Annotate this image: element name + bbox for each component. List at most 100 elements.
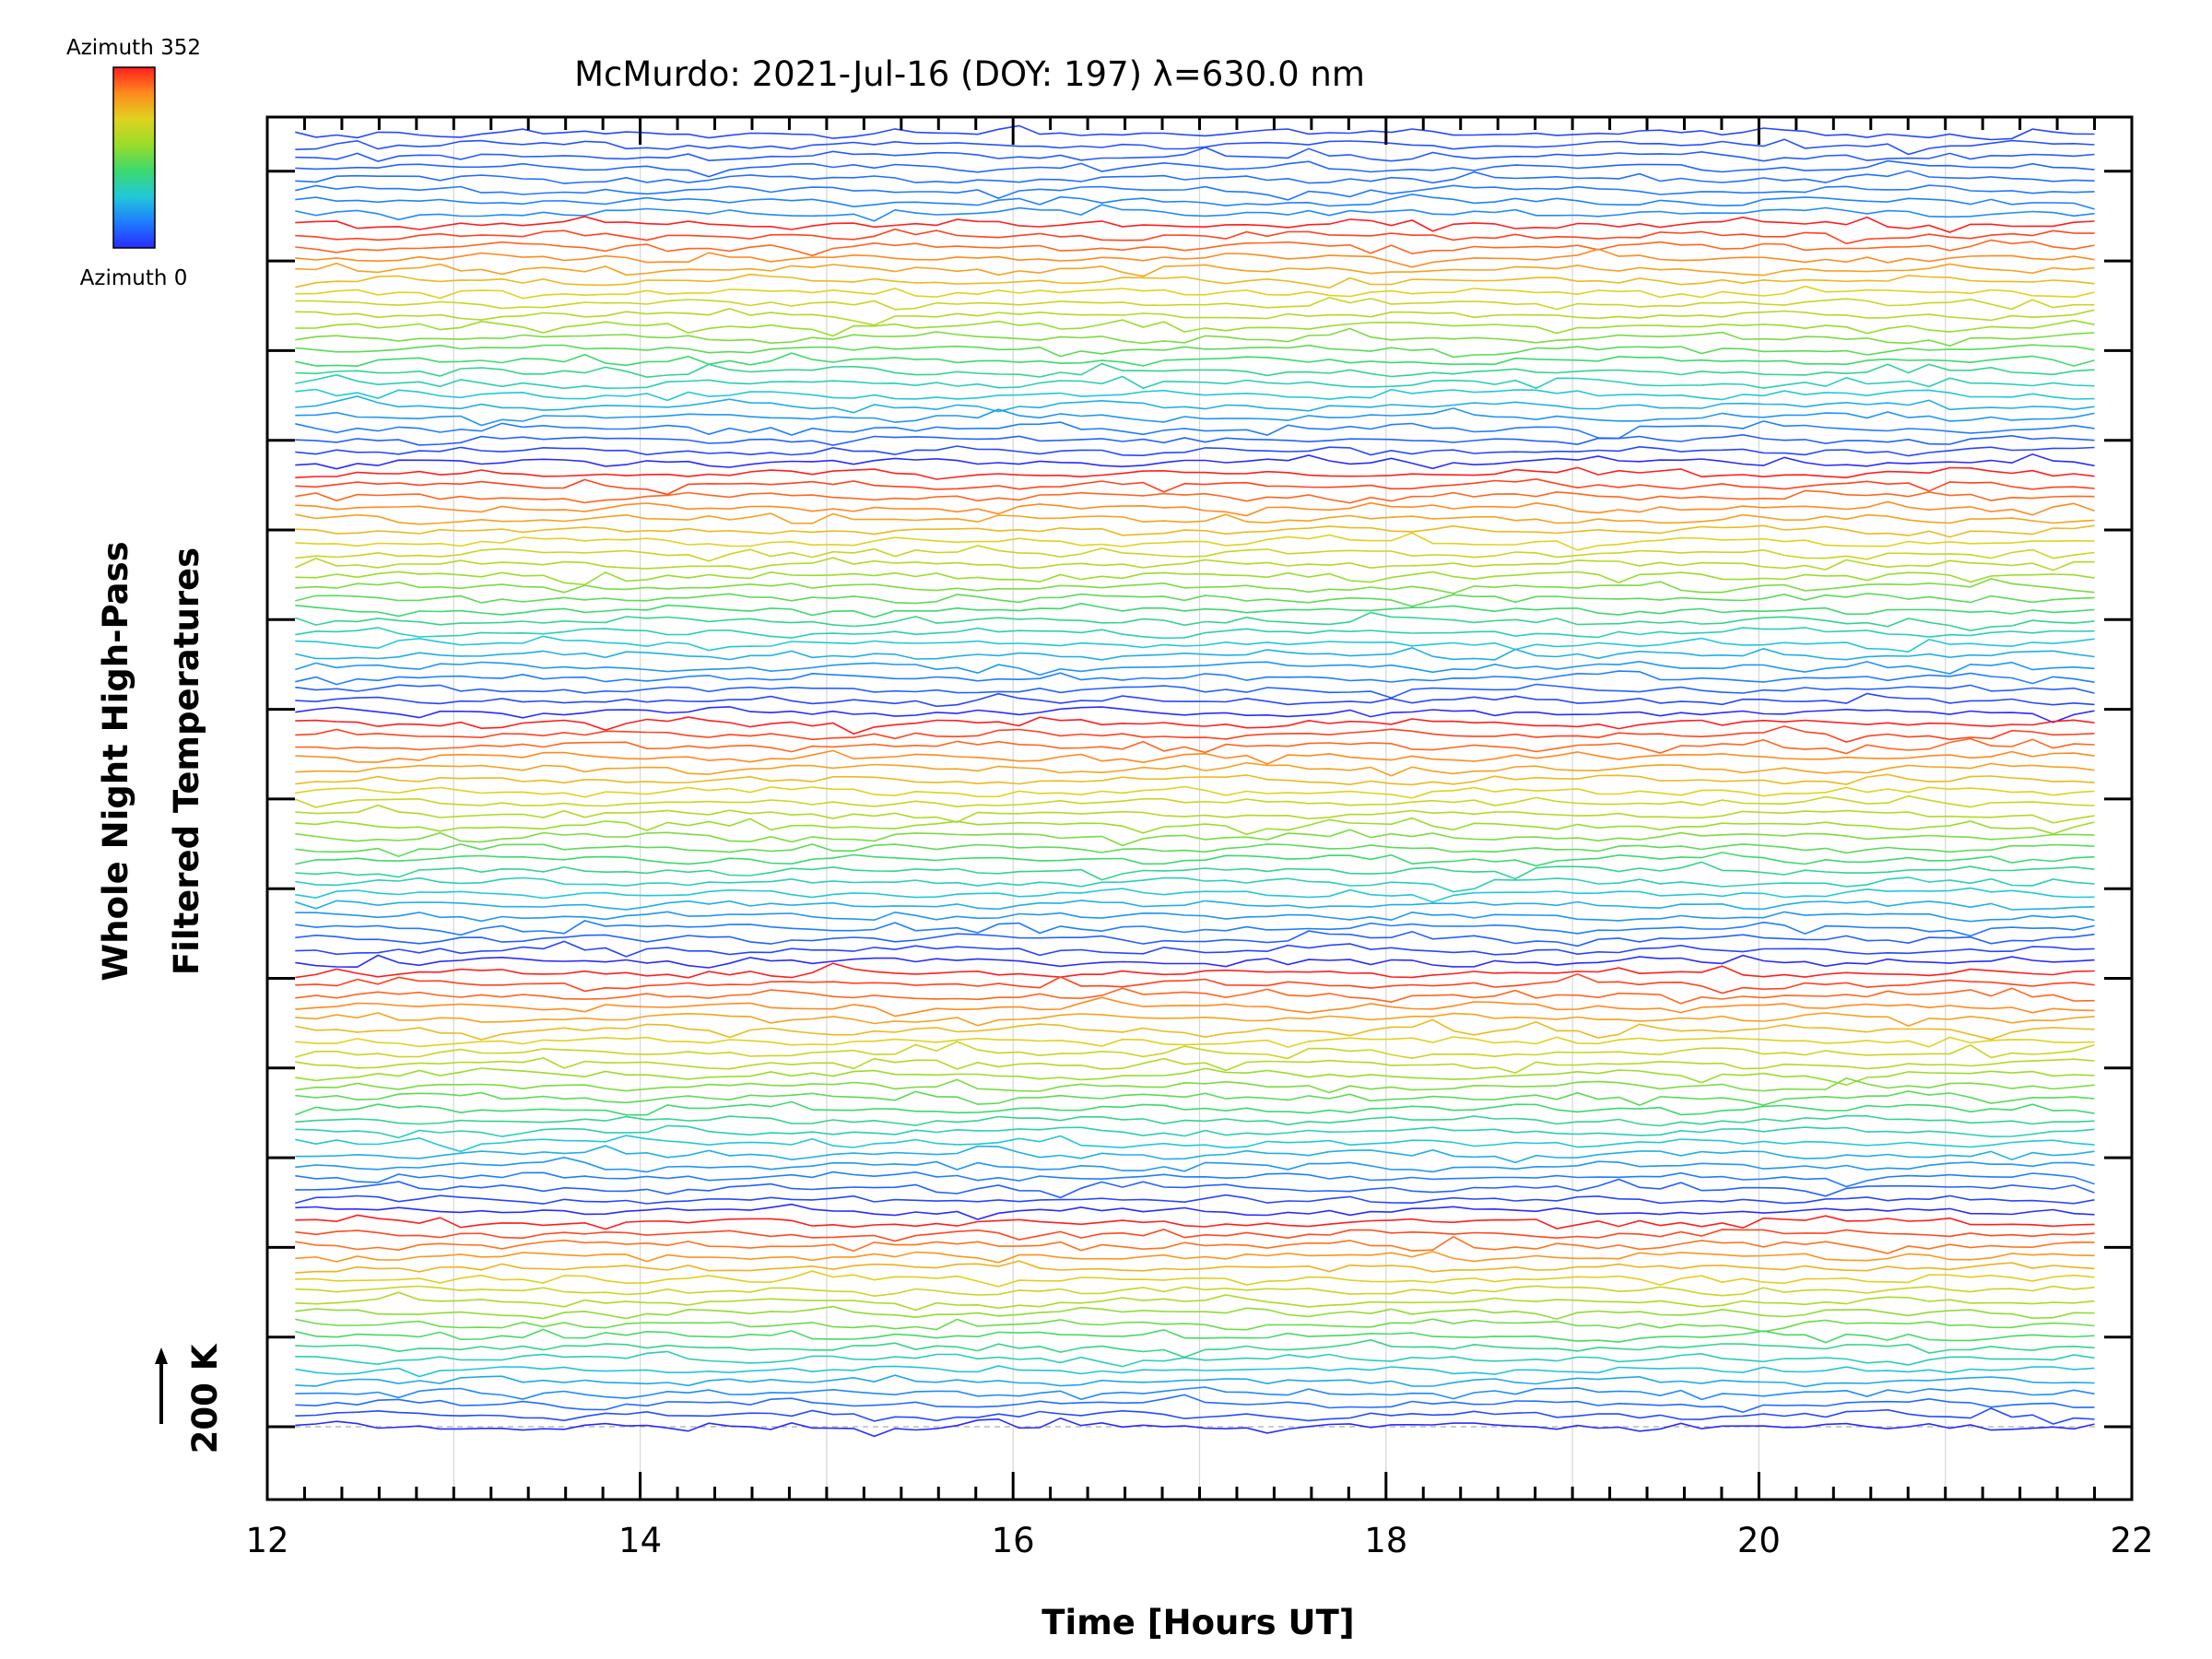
series-line (295, 1394, 2095, 1414)
series-line (295, 1365, 2095, 1378)
series-line (295, 1100, 2095, 1116)
series-line (295, 900, 2095, 911)
series-line (295, 1156, 2095, 1173)
series-line (295, 453, 2095, 470)
x-axis-ticks (265, 117, 2134, 1500)
series-line (295, 216, 2095, 233)
series-line (295, 602, 2095, 618)
scale-marker: 200 K (155, 1343, 225, 1453)
series-line (295, 1229, 2095, 1242)
series-line (295, 307, 2095, 326)
series-line (295, 911, 2095, 923)
series-line (295, 296, 2095, 311)
series-line (295, 1178, 2095, 1199)
series-line (295, 940, 2095, 958)
y-axis-ticks (267, 170, 2132, 1429)
series-line (295, 593, 2095, 607)
series-line (295, 1318, 2095, 1333)
series-line (295, 1214, 2095, 1230)
series-line (295, 1077, 2095, 1094)
series-line (295, 571, 2095, 586)
series-line (295, 954, 2095, 969)
colorbar-gradient (112, 66, 156, 249)
series-line (295, 170, 2095, 184)
series-line (295, 842, 2095, 858)
series-line (295, 861, 2095, 881)
series-line (295, 887, 2095, 903)
series-line (295, 761, 2095, 777)
series-line (295, 239, 2095, 257)
x-axis-label: Time [Hours UT] (1041, 1603, 1354, 1642)
series-line (295, 804, 2095, 824)
series-line (295, 273, 2095, 289)
colorbar-top-label: Azimuth 352 (66, 36, 201, 60)
series-line (295, 1338, 2095, 1359)
series-line (295, 193, 2095, 210)
series-line (295, 1067, 2095, 1087)
series-line (295, 248, 2095, 268)
series-line (295, 1041, 2095, 1060)
series-line (295, 1203, 2095, 1220)
series-line (295, 1251, 2095, 1264)
series-line (295, 996, 2095, 1018)
series-line (295, 930, 2095, 947)
series-line (295, 373, 2095, 390)
series-line (295, 204, 2095, 222)
series-line (295, 545, 2095, 562)
series-line (295, 1407, 2095, 1425)
series-line (295, 524, 2095, 538)
series-line (294, 557, 2095, 571)
series-line (295, 344, 2095, 359)
series-line (295, 407, 2095, 427)
series-line (295, 395, 2095, 414)
series-line (295, 1260, 2095, 1274)
series-group (294, 124, 2095, 1438)
series-line (295, 1291, 2095, 1312)
series-line (295, 362, 2095, 379)
series-line (295, 445, 2095, 457)
series-line (295, 262, 2095, 277)
series-line (295, 1135, 2095, 1153)
series-line (295, 725, 2095, 743)
series-line (295, 319, 2095, 337)
series-line (295, 147, 2095, 162)
series-line (295, 1090, 2095, 1106)
series-line (295, 1114, 2095, 1127)
series-line (295, 773, 2095, 786)
colorbar-bottom-label: Azimuth 0 (80, 266, 188, 290)
series-line (295, 285, 2095, 300)
series-line (295, 794, 2095, 808)
series-line (295, 1285, 2095, 1298)
series-line (295, 877, 2095, 893)
series-line (295, 1374, 2095, 1388)
series-line (295, 852, 2095, 867)
x-tick-label: 22 (2110, 1521, 2153, 1560)
series-line (295, 635, 2095, 653)
y-axis-label-line2: Filtered Temperatures (167, 547, 206, 975)
series-line (295, 512, 2095, 525)
series-line (295, 611, 2095, 632)
scale-arrow-head (155, 1347, 168, 1364)
series-line (295, 987, 2095, 1005)
series-line (295, 627, 2095, 640)
series-line (295, 683, 2095, 699)
series-line (295, 817, 2095, 836)
series-line (295, 660, 2095, 677)
series-line (295, 1386, 2095, 1401)
x-tick-label: 16 (992, 1521, 1035, 1560)
series-line (295, 962, 2095, 979)
series-line (295, 785, 2095, 799)
x-tick-label: 12 (245, 1521, 288, 1560)
series-line (295, 829, 2095, 847)
series-line (295, 1012, 2095, 1027)
series-line (295, 749, 2095, 765)
series-line (295, 532, 2095, 551)
series-line (295, 1145, 2095, 1164)
scale-label: 200 K (185, 1343, 225, 1453)
series-line (295, 433, 2095, 446)
series-line (295, 489, 2095, 504)
series-line (295, 1018, 2095, 1041)
series-line (295, 138, 2095, 156)
y-axis-label-line1: Whole Night High-Pass (96, 541, 135, 981)
